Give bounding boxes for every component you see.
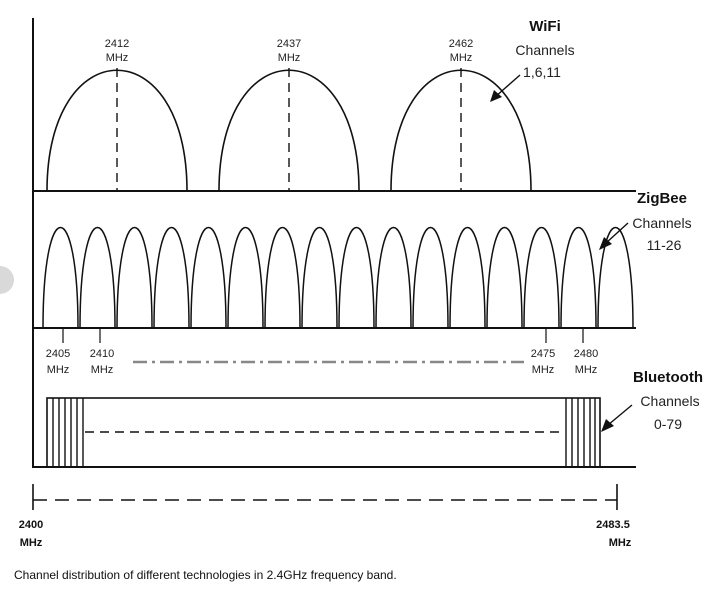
zigbee-channels [42,226,634,329]
zigbee-subtitle-channels: Channels [632,215,691,231]
wifi-unit-label-2437: MHz [278,52,301,64]
frequency-band-diagram: 2412 MHz 2437 MHz 2462 MHz WiFi Channels… [19,18,703,549]
bluetooth-pointer-arrow [607,404,633,426]
zigbee-subtitle-range: 11-26 [647,237,682,253]
zigbee-channel-arch [412,226,449,329]
axis-end-unit: MHz [609,537,632,549]
zigbee-freq-label-2405: 2405 [46,348,70,360]
bluetooth-arrow-head [601,419,614,432]
bluetooth-subtitle-channels: Channels [640,393,699,409]
wifi-pointer-arrow [494,74,521,98]
wifi-arrow-head [490,90,502,102]
zigbee-channel-arch [42,226,79,329]
zigbee-channel-arch [79,226,116,329]
zigbee-unit-label-2405: MHz [47,364,70,376]
wifi-unit-label-2412: MHz [106,52,129,64]
zigbee-arrow-head [599,237,612,250]
bluetooth-channels [46,397,601,468]
zigbee-channel-arch [449,226,486,329]
zigbee-title: ZigBee [637,190,687,207]
wifi-channels [46,68,532,192]
wifi-unit-label-2462: MHz [450,52,473,64]
zigbee-freq-label-2475: 2475 [531,348,555,360]
axis-end-freq: 2483.5 [596,519,630,531]
frequency-axis [32,484,618,510]
zigbee-channel-arch [486,226,523,329]
zigbee-unit-label-2475: MHz [532,364,555,376]
zigbee-channel-arch [375,226,412,329]
zigbee-channel-arch [523,226,560,329]
bluetooth-subtitle-range: 0-79 [654,416,682,432]
zigbee-channel-arch [560,226,597,329]
zigbee-channel-arch [190,226,227,329]
wifi-subtitle-range: 1,6,11 [523,64,561,80]
axis-start-freq: 2400 [19,519,43,531]
bluetooth-title: Bluetooth [633,369,703,386]
wifi-subtitle-channels: Channels [515,42,574,58]
wifi-title: WiFi [529,18,561,35]
bluetooth-band-box [46,397,601,468]
zigbee-freq-label-2410: 2410 [90,348,114,360]
wifi-freq-label-2462: 2462 [449,38,473,50]
zigbee-unit-label-2480: MHz [575,364,598,376]
zigbee-channel-arch [264,226,301,329]
zigbee-channel-arch [338,226,375,329]
zigbee-unit-label-2410: MHz [91,364,114,376]
zigbee-pointer-arrow [605,222,629,244]
zigbee-freq-label-2480: 2480 [574,348,598,360]
axis-start-unit: MHz [20,537,43,549]
zigbee-channel-arch [116,226,153,329]
zigbee-channel-arch [597,226,634,329]
zigbee-channel-arch [227,226,264,329]
zigbee-channel-arch [301,226,338,329]
wifi-freq-label-2412: 2412 [105,38,129,50]
wifi-freq-label-2437: 2437 [277,38,301,50]
zigbee-channel-arch [153,226,190,329]
figure-caption: Channel distribution of different techno… [14,568,397,582]
edge-circle-decoration [0,266,14,294]
